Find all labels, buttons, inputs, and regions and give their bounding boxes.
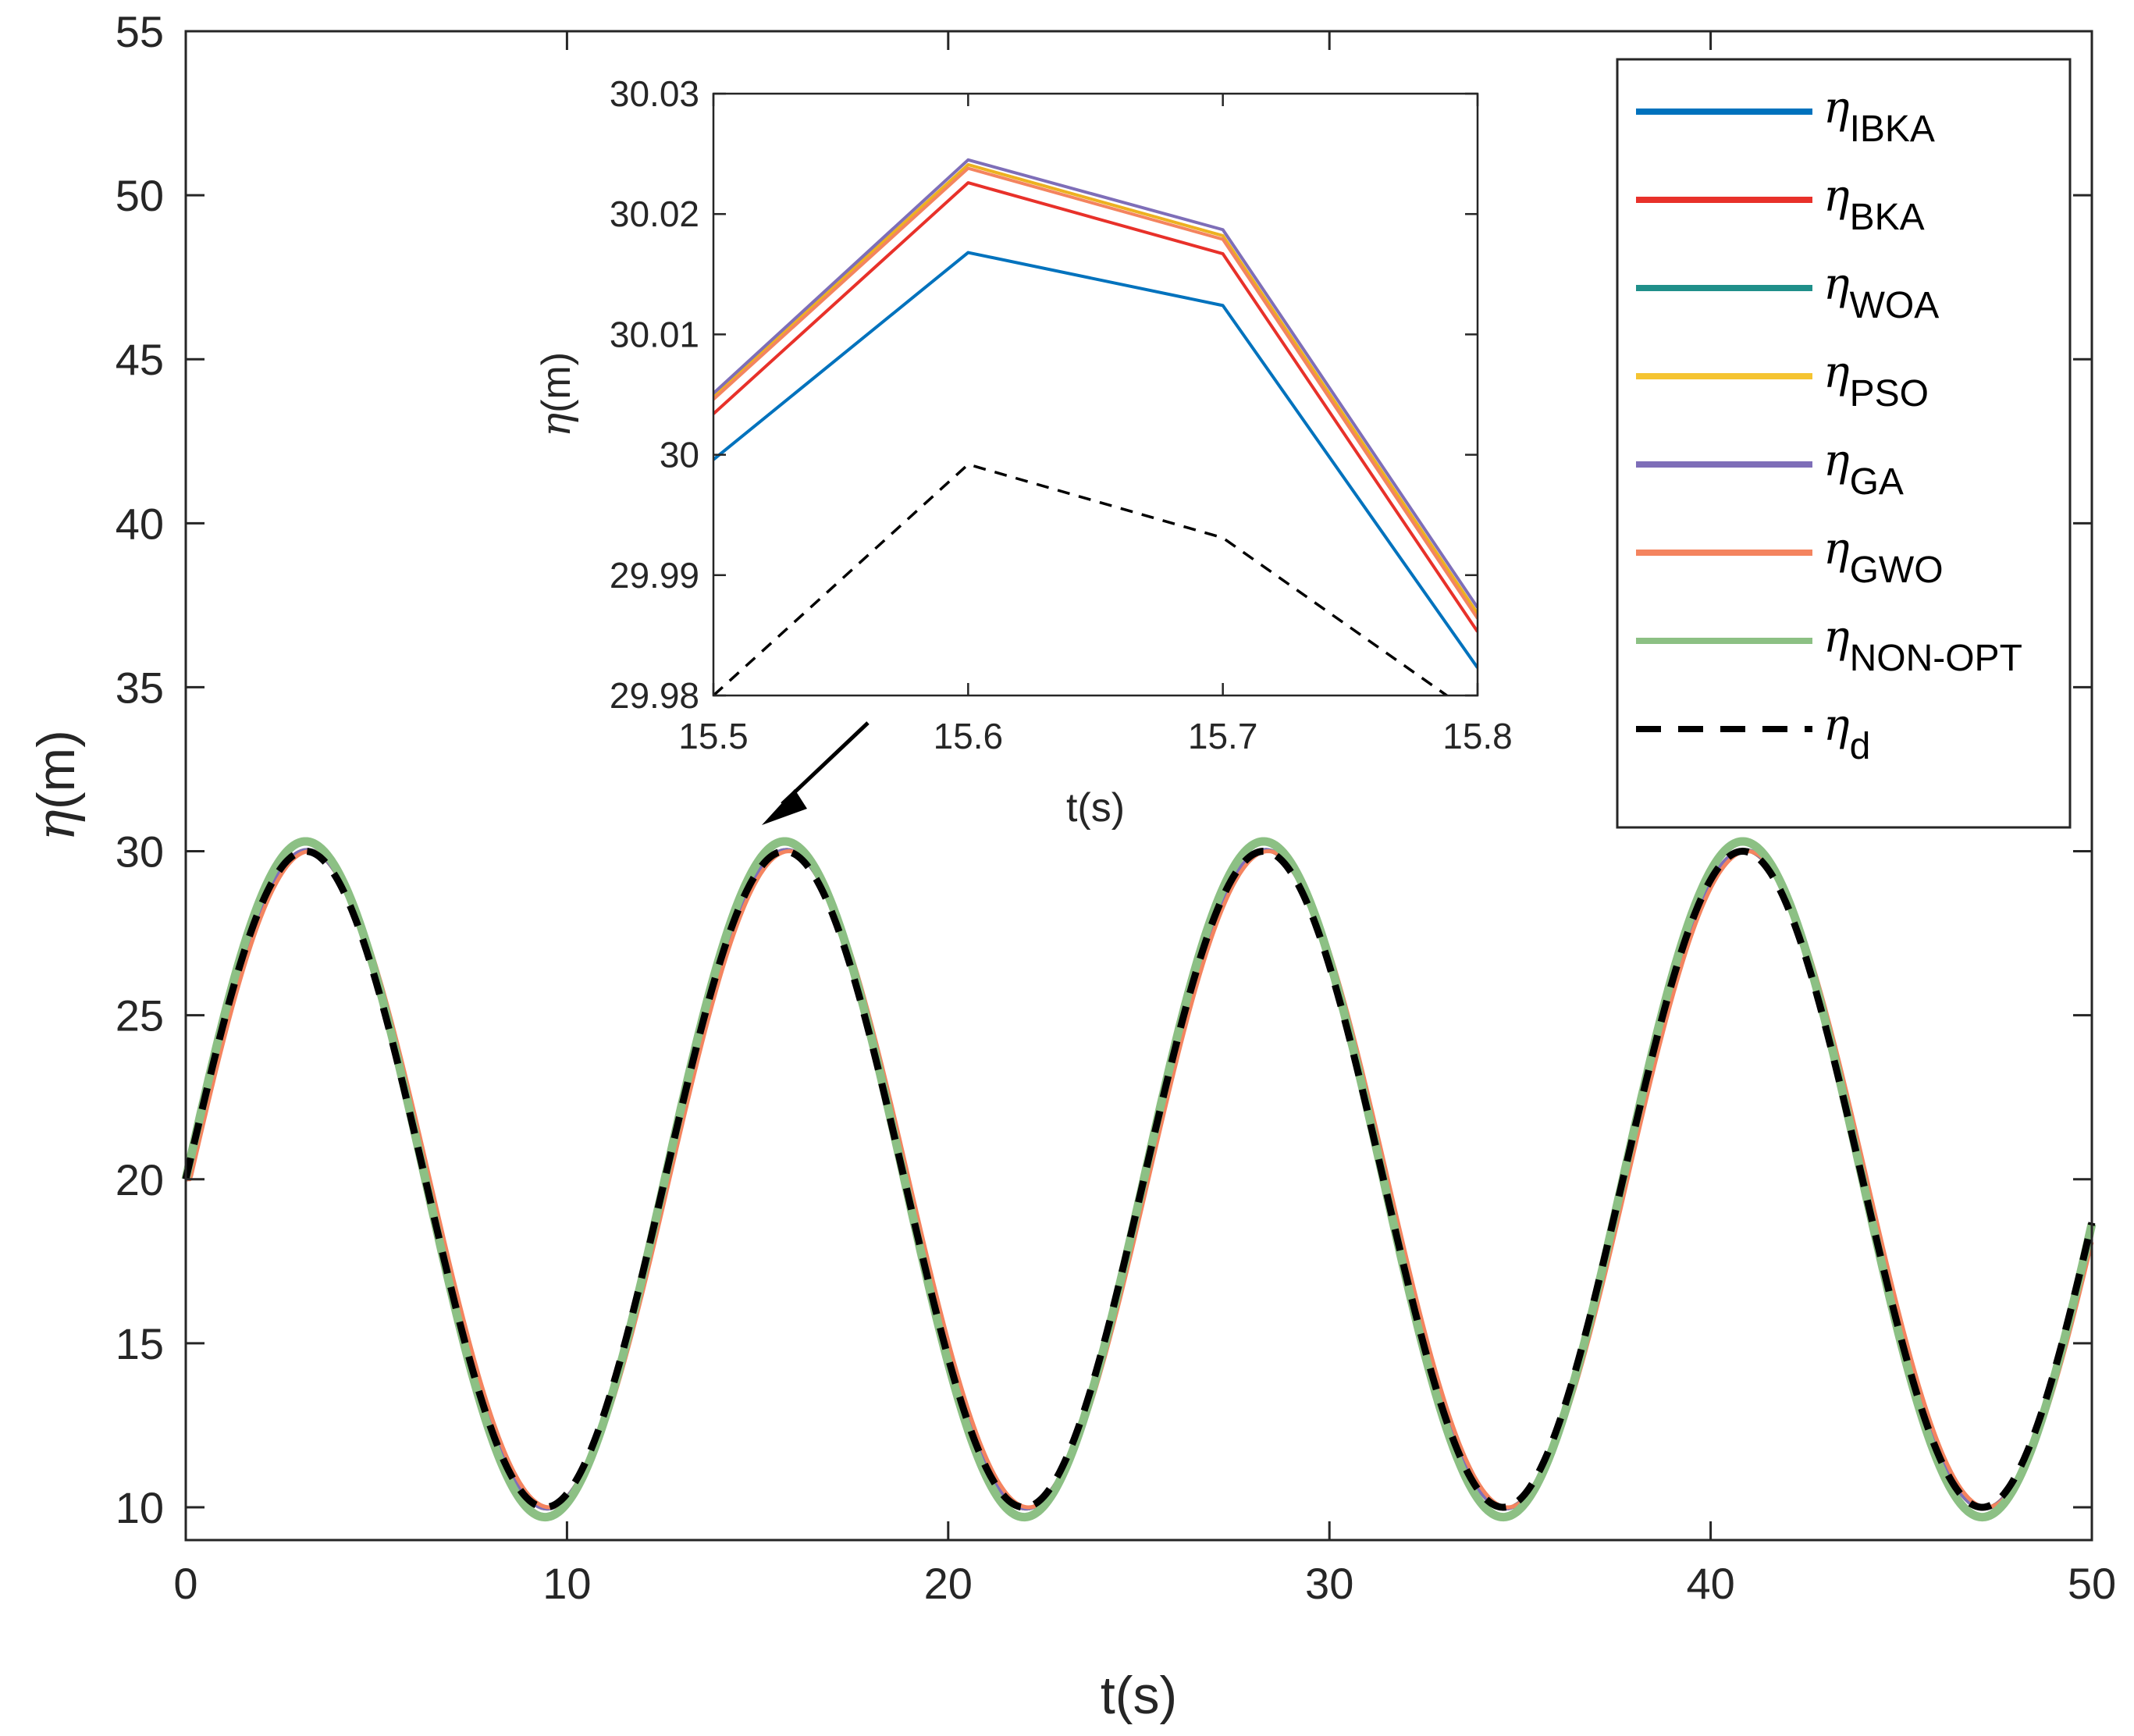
legend-label: ηGA [1823,436,1904,503]
legend-item-ga: ηGA [1636,436,1904,503]
main-series-d [182,848,2096,1511]
inset-y-tick-label: 30.03 [610,73,699,114]
zoom-arrow-head [762,789,807,825]
main-y-tick-label: 55 [116,7,164,56]
main-y-tick-label: 50 [116,171,164,220]
legend-symbol: η [1823,347,1850,398]
main-x-tick-label: 50 [2068,1559,2116,1608]
zoom-arrow-shaft [781,721,870,806]
legend-subscript: GWO [1850,550,1944,591]
inset-y-tick-label: 30 [660,435,699,475]
legend-subscript: WOA [1850,285,1940,326]
legend-item-non-opt: ηNON-OPT [1636,612,2022,679]
y-axis-unit: (m) [27,730,86,809]
inset-series-ibka [713,251,1478,669]
legend-symbol: η [1823,83,1850,133]
inset-plot: 15.5 15.6 15.7 15.8 29.98 29.99 30 30.01 30.02 30… [533,73,1513,831]
legend-item-gwo: ηGWO [1636,524,1944,591]
main-x-tick-label: 0 [173,1559,197,1608]
legend-subscript: BKA [1850,197,1925,238]
main-x-axis-title: t(s) [1101,1666,1177,1725]
inset-y-tick-label: 29.98 [610,675,699,716]
inset-y-tick-label: 29.99 [610,555,699,596]
inset-axes-box [712,92,1479,697]
inset-series-pso [713,162,1478,615]
main-y-axis-title: η(m) [26,730,87,841]
main-x-tick-label: 20 [924,1559,973,1608]
legend-subscript: PSO [1850,373,1929,414]
legend-item-d: ηd [1636,700,1870,767]
legend-label: ηNON-OPT [1823,612,2022,679]
legend-item-bka: ηBKA [1636,171,1925,238]
main-x-tick-label: 40 [1686,1559,1734,1608]
y-axis-symbol: η [26,809,87,841]
legend-label: ηGWO [1823,524,1944,591]
inset-x-tick-label: 15.7 [1188,716,1258,756]
legend-item-woa: ηWOA [1636,259,1939,326]
main-y-tick-label: 15 [116,1319,164,1368]
zoom-annotation [762,721,870,825]
inset-x-tick-label: 15.8 [1442,716,1513,756]
inset-y-tick-label: 30.01 [610,314,699,354]
legend-label: ηIBKA [1823,83,1935,150]
legend-label: ηd [1823,700,1870,767]
inset-x-tick-label: 15.5 [678,716,749,756]
legend-symbol: η [1823,524,1850,575]
inset-series-gwo [713,166,1478,620]
inset-x-tick-label: 15.6 [934,716,1004,756]
legend-symbol: η [1823,612,1850,663]
main-y-tick-label: 25 [116,991,164,1041]
main-y-tick-label: 30 [116,827,164,877]
legend-label: ηWOA [1823,259,1939,326]
legend-label: ηPSO [1823,347,1929,414]
legend-item-pso: ηPSO [1636,347,1929,414]
legend-subscript: GA [1850,461,1904,503]
main-y-tick-label: 35 [116,663,164,712]
legend-symbol: η [1823,259,1850,310]
legend-symbol: η [1823,700,1850,751]
inset-y-axis-unit: (m) [534,352,579,413]
main-x-tick-label: 30 [1305,1559,1353,1608]
inset-series-ga [713,158,1478,609]
legend-label: ηBKA [1823,171,1925,238]
inset-x-axis-title: t(s) [1066,785,1125,831]
main-axes-box [184,30,2093,1542]
main-x-tick-label: 10 [542,1559,591,1608]
legend-box [1616,58,2072,829]
inset-y-tick-label: 30.02 [610,194,699,234]
legend-subscript: d [1850,726,1871,767]
inset-plot-area [713,94,1478,695]
inset-series-bka [713,181,1478,633]
main-y-tick-label: 10 [116,1483,164,1532]
main-y-tick-label: 40 [116,499,164,548]
inset-y-axis-title: η(m) [533,352,580,437]
legend-item-ibka: ηIBKA [1636,83,1935,150]
inset-y-axis-symbol: η [533,413,580,437]
legend-symbol: η [1823,436,1850,486]
main-y-tick-label: 45 [116,335,164,384]
inset-series-group [713,158,1478,695]
legend-symbol: η [1823,171,1850,222]
legend-subscript: NON-OPT [1850,638,2022,679]
main-y-tick-label: 20 [116,1155,164,1204]
legend-subscript: IBKA [1850,108,1935,150]
